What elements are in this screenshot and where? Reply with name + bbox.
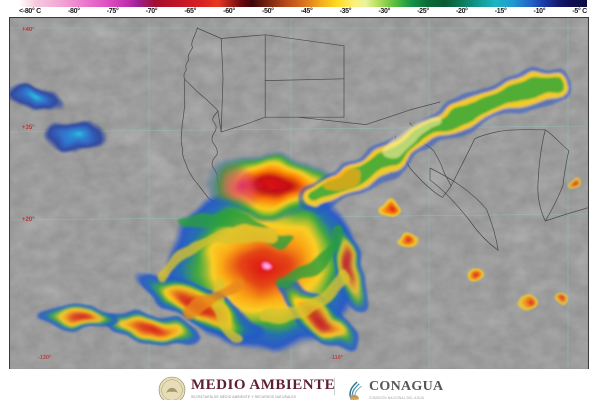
svg-text:-130°: -130°: [38, 355, 51, 361]
svg-text:-110°: -110°: [330, 355, 343, 361]
svg-text:+35°: +35°: [22, 125, 35, 131]
svg-text:+20°: +20°: [22, 217, 35, 223]
svg-text:+40°: +40°: [22, 27, 35, 33]
